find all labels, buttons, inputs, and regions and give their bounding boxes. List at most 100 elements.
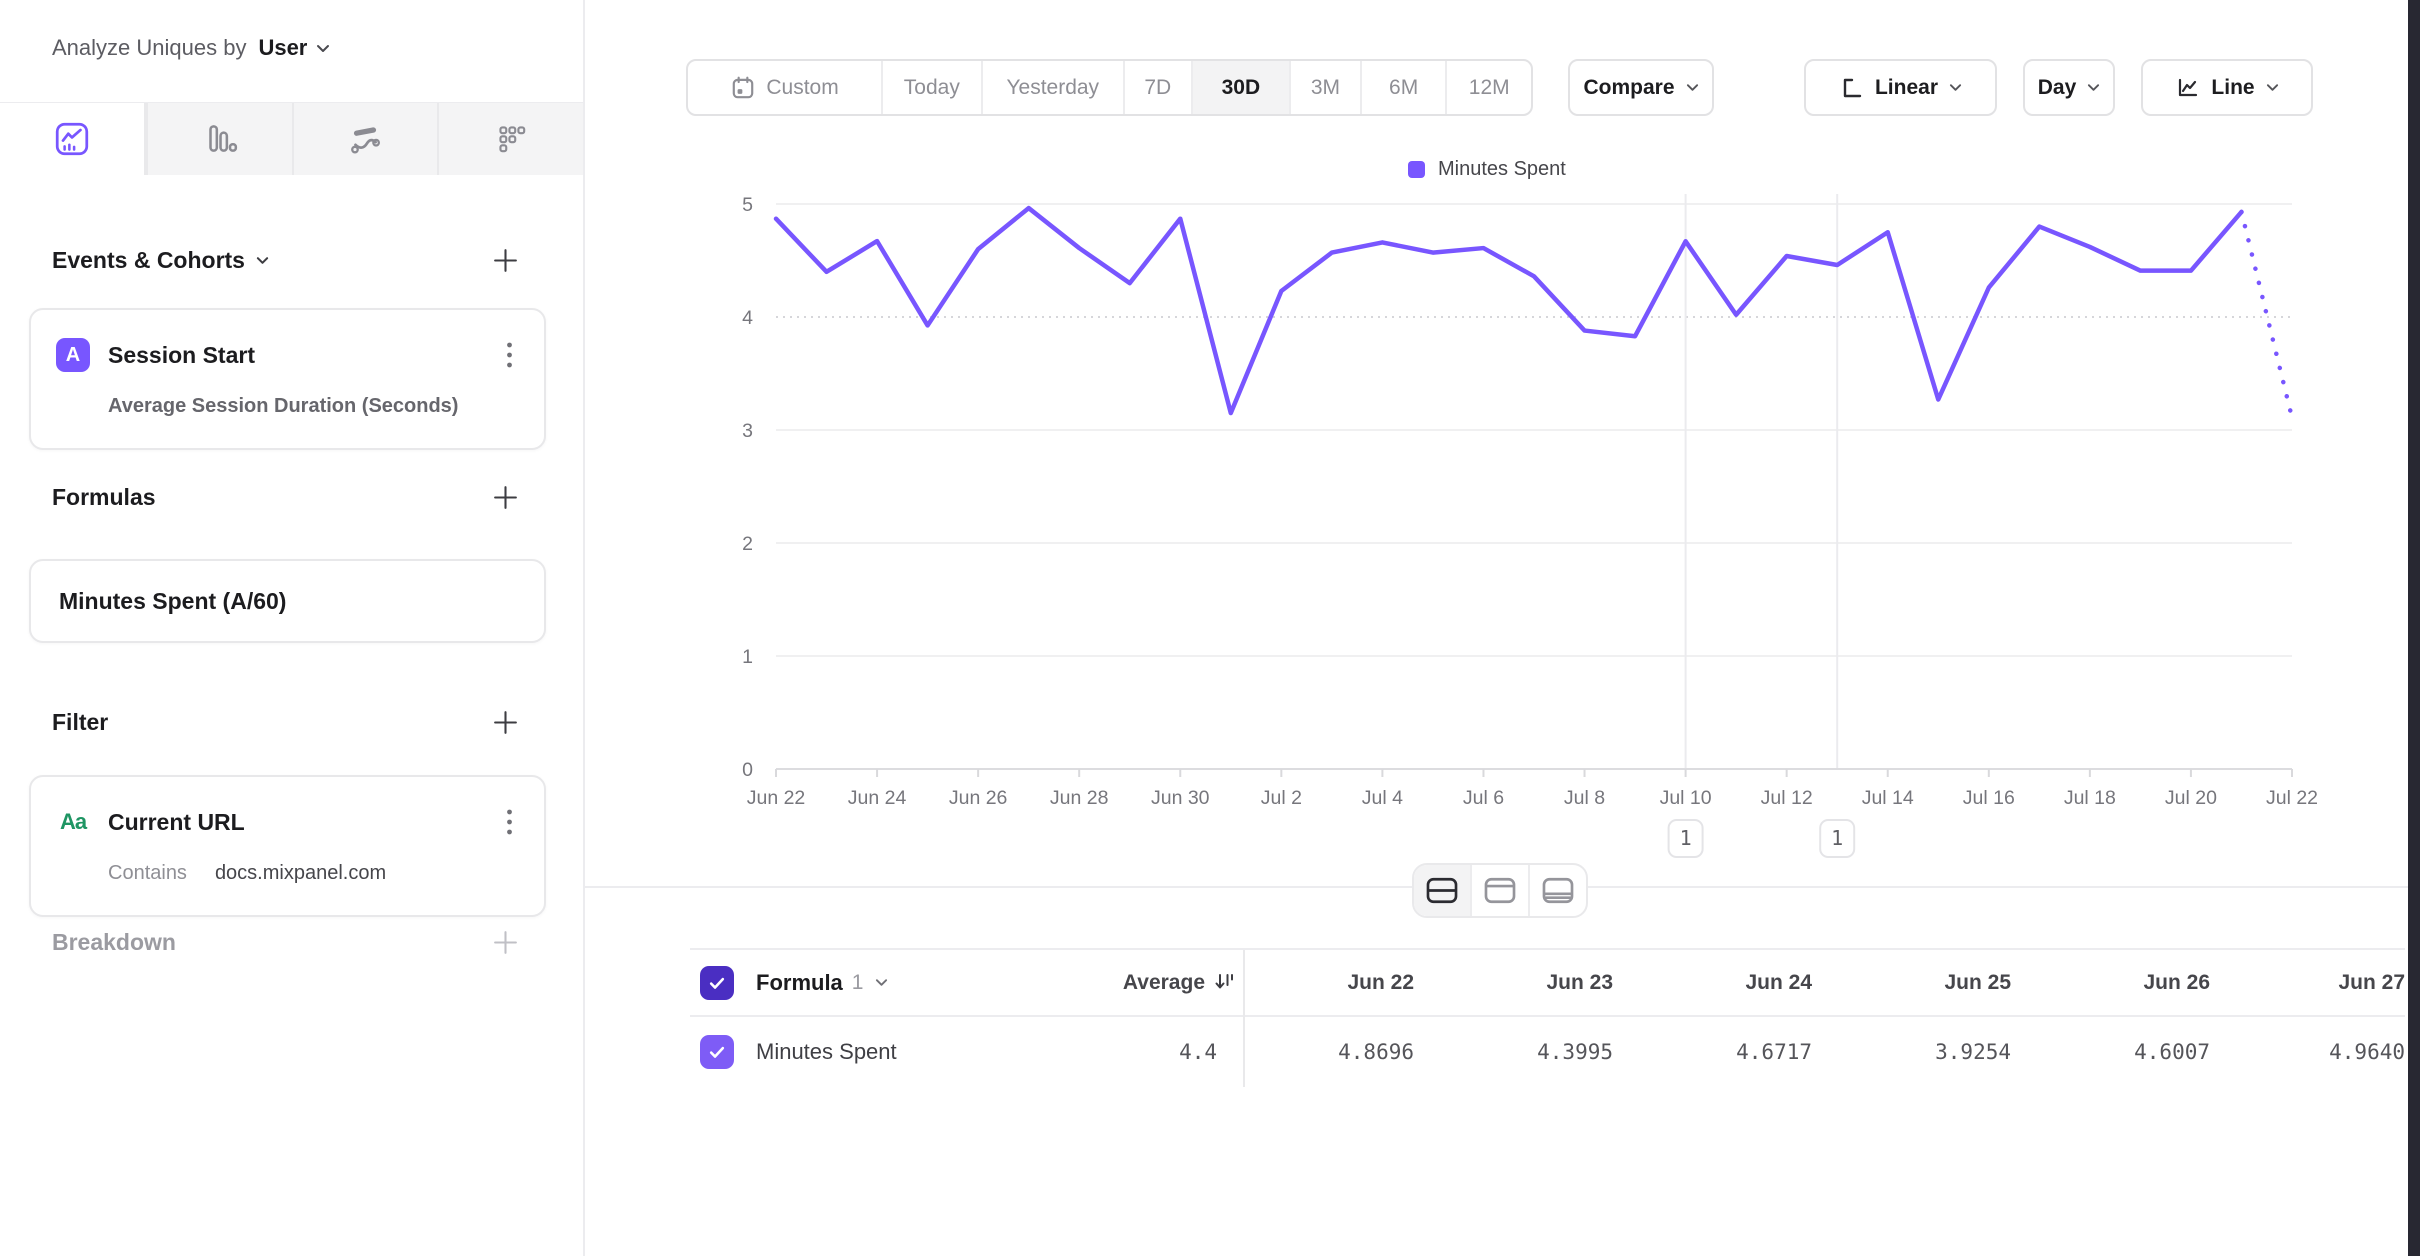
y-tick-label: 2 <box>742 533 753 555</box>
date-cell-value: 4.3995 <box>1537 1040 1613 1064</box>
compare-button[interactable]: Compare <box>1568 59 1714 116</box>
date-cell-value: 3.9254 <box>1935 1040 2011 1064</box>
date-range-control: Custom Today Yesterday 7D 30D 3M 6M 12M <box>686 59 1533 116</box>
chevron-down-icon[interactable] <box>875 978 888 987</box>
string-property-icon: Aa <box>59 809 87 834</box>
add-breakdown-button[interactable] <box>490 927 520 957</box>
line-chart-icon <box>2175 75 2200 100</box>
table-data-row[interactable]: Minutes Spent 4.4 4.8696 4.3995 4.6717 3.92… <box>690 1017 2405 1087</box>
tab-insights-line[interactable] <box>0 103 146 175</box>
date-column-header[interactable]: Jun 25 <box>1944 970 2011 994</box>
date-column-header[interactable]: Jun 27 <box>2338 970 2405 994</box>
date-column-header[interactable]: Jun 24 <box>1745 970 1812 994</box>
series-checkbox[interactable] <box>700 1035 734 1069</box>
series-line-minutes-spent[interactable] <box>773 205 2244 416</box>
analyze-uniques-row: Analyze Uniques by User <box>52 30 330 66</box>
filter-title: Filter <box>52 708 109 735</box>
legend-label: Minutes Spent <box>1438 158 1566 180</box>
y-tick-label: 1 <box>742 646 753 668</box>
tab-grid-metric[interactable] <box>437 103 583 175</box>
chevron-down-icon[interactable] <box>256 256 269 265</box>
kebab-menu-icon[interactable] <box>496 805 522 839</box>
filter-header: Filter <box>52 704 520 740</box>
date-range-12m[interactable]: 12M <box>1445 61 1531 114</box>
scale-linear-button[interactable]: Linear <box>1804 59 1997 116</box>
annotation-badge[interactable] <box>1819 819 1856 858</box>
chart-type-tabstrip <box>0 103 583 175</box>
event-aggregation[interactable]: Average Session Duration (Seconds) <box>108 394 459 417</box>
x-tick-label: Jul 8 <box>1564 787 1605 809</box>
select-all-checkbox[interactable] <box>700 965 734 1000</box>
date-range-today[interactable]: Today <box>881 61 981 114</box>
toggle-bottom-panel-view[interactable] <box>1528 865 1586 916</box>
sort-icon[interactable] <box>1213 971 1237 995</box>
date-range-custom[interactable]: Custom <box>688 61 881 114</box>
chevron-down-icon <box>2266 83 2279 92</box>
x-tick-label: Jun 30 <box>1151 787 1210 809</box>
event-name: Session Start <box>108 341 255 368</box>
x-tick-label: Jul 6 <box>1463 787 1504 809</box>
date-column-header[interactable]: Jun 26 <box>2143 970 2210 994</box>
add-event-button[interactable] <box>490 245 520 275</box>
date-range-3m[interactable]: 3M <box>1289 61 1360 114</box>
date-range-6m[interactable]: 6M <box>1359 61 1446 114</box>
y-tick-label: 5 <box>742 194 753 216</box>
x-tick-label: Jul 4 <box>1362 787 1403 809</box>
x-tick-label: Jul 12 <box>1761 787 1813 809</box>
analyze-uniques-label: Analyze Uniques by <box>52 35 247 60</box>
date-range-yesterday[interactable]: Yesterday <box>980 61 1123 114</box>
chevron-down-icon <box>1686 83 1699 92</box>
tab-flows[interactable] <box>291 103 438 175</box>
x-tick-label: Jul 18 <box>2064 787 2116 809</box>
x-tick-label: Jun 22 <box>747 787 806 809</box>
filter-card-current-url[interactable]: Aa Current URL Contains docs.mixpanel.co… <box>29 775 546 917</box>
line-chart[interactable]: 1 1 Jun 22 Jun 24 Jun 26 Jun 28 Jun 30 Jul 2 Jul… <box>583 130 2420 870</box>
toggle-split-view[interactable] <box>1414 865 1470 916</box>
y-tick-label: 0 <box>742 759 753 781</box>
average-column-header[interactable]: Average <box>1122 970 1205 994</box>
breakdown-title: Breakdown <box>52 928 176 955</box>
x-tick-label: Jul 2 <box>1261 787 1302 809</box>
axis-linear-icon <box>1839 75 1864 100</box>
series-average-value: 4.4 <box>1179 1040 1217 1064</box>
date-range-30d[interactable]: 30D <box>1190 61 1290 114</box>
tab-bar-chart[interactable] <box>145 103 292 175</box>
insights-line-icon <box>53 120 91 158</box>
date-range-7d[interactable]: 7D <box>1122 61 1191 114</box>
date-cell-value: 4.6007 <box>2134 1040 2210 1064</box>
event-card-session-start[interactable]: A Session Start Average Session Duration… <box>29 308 546 450</box>
date-column-header[interactable]: Jun 22 <box>1347 970 1414 994</box>
add-filter-button[interactable] <box>490 707 520 737</box>
chart-type-line-button[interactable]: Line <box>2141 59 2313 116</box>
formula-column-title: Formula <box>756 969 843 995</box>
x-tick-label: Jun 26 <box>949 787 1008 809</box>
toggle-top-panel-view[interactable] <box>1470 865 1528 916</box>
series-line-incomplete-segment <box>2239 209 2295 420</box>
x-tick-label: Jun 28 <box>1050 787 1109 809</box>
filter-operator[interactable]: Contains <box>108 861 187 884</box>
filter-value[interactable]: docs.mixpanel.com <box>214 861 387 884</box>
granularity-day-button[interactable]: Day <box>2023 59 2115 116</box>
legend-swatch <box>1408 161 1425 178</box>
chart-legend: Minutes Spent <box>1408 158 1566 181</box>
breakdown-header: Breakdown <box>52 924 520 960</box>
window-edge-panel <box>2408 0 2420 1256</box>
add-formula-button[interactable] <box>490 482 520 512</box>
series-name: Minutes Spent <box>756 1039 897 1064</box>
annotation-badge[interactable] <box>1667 819 1704 858</box>
calendar-icon <box>730 75 756 101</box>
formula-card[interactable]: Minutes Spent (A/60) <box>29 559 546 643</box>
date-cell-value: 4.6717 <box>1736 1040 1812 1064</box>
layout-view-toggle <box>1412 863 1588 918</box>
formulas-header: Formulas <box>52 479 520 515</box>
kebab-menu-icon[interactable] <box>496 338 522 372</box>
analyze-uniques-dropdown[interactable]: User <box>258 35 330 61</box>
flows-icon <box>346 120 384 158</box>
x-tick-label: Jul 20 <box>2165 787 2217 809</box>
sidebar-main-divider <box>583 0 585 1256</box>
date-column-header[interactable]: Jun 23 <box>1546 970 1613 994</box>
events-cohorts-header: Events & Cohorts <box>52 242 520 278</box>
svg-text:1: 1 <box>1831 826 1843 850</box>
date-cell-value: 4.8696 <box>1338 1040 1414 1064</box>
